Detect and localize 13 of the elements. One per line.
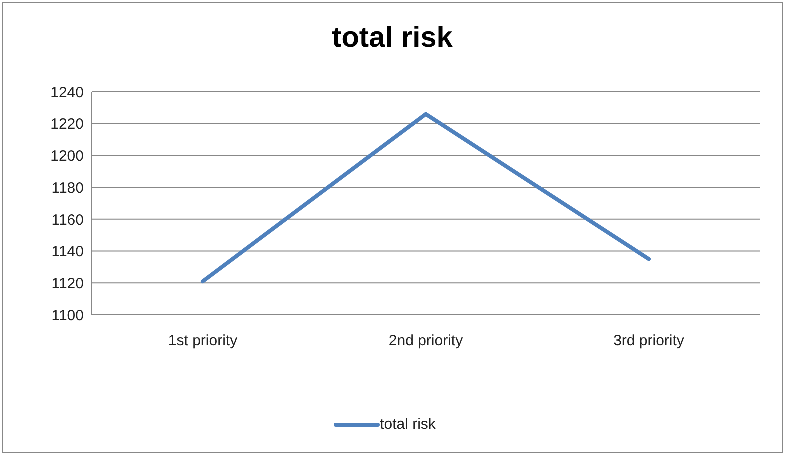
y-tick-label: 1140 bbox=[52, 244, 84, 261]
x-tick-label: 3rd priority bbox=[614, 332, 685, 350]
y-tick-label: 1160 bbox=[52, 212, 84, 229]
y-tick-label: 1120 bbox=[52, 275, 84, 292]
y-tick-label: 1200 bbox=[50, 148, 84, 166]
legend-label: total risk bbox=[380, 416, 436, 433]
x-tick-label: 1st priority bbox=[168, 332, 238, 350]
x-tick-label: 2nd priority bbox=[388, 332, 464, 350]
chart-title: total risk bbox=[331, 22, 454, 55]
y-tick-label: 1240 bbox=[50, 84, 84, 102]
y-tick-label: 1220 bbox=[50, 116, 84, 134]
y-tick-label: 1180 bbox=[52, 180, 84, 197]
y-tick-label: 1100 bbox=[52, 307, 84, 324]
